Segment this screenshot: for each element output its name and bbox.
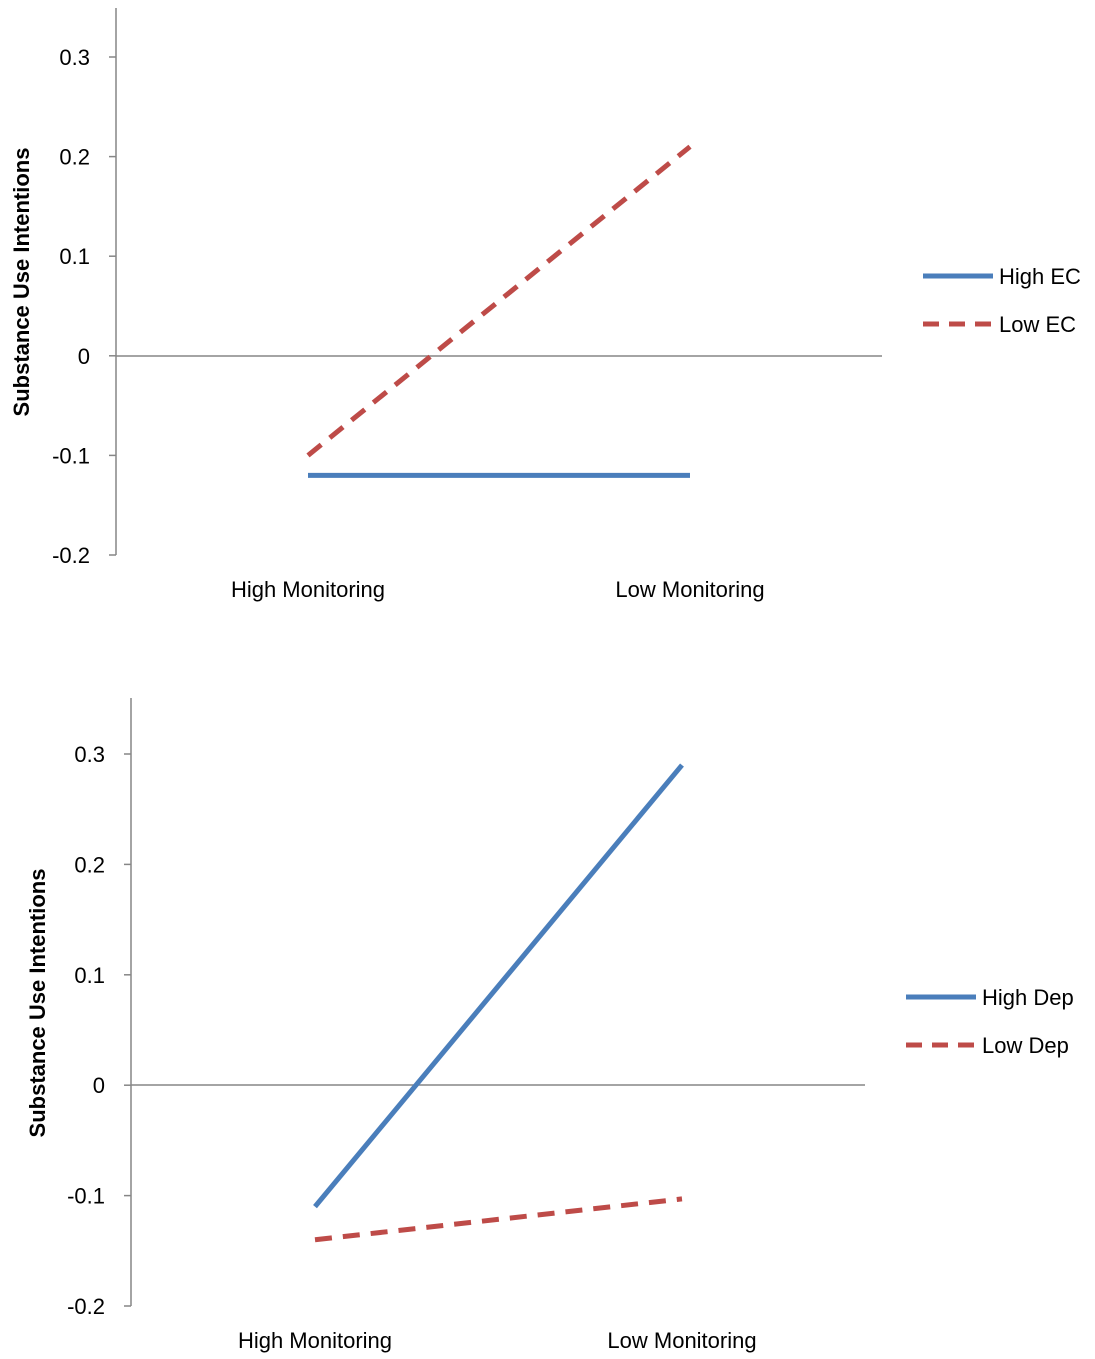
chart-1-legend-label-low-ec: Low EC <box>999 312 1076 337</box>
chart-1-y-tick-label: 0.1 <box>59 244 90 269</box>
chart-2-y-tick-label: 0.2 <box>74 852 105 877</box>
chart-2-series-line-high-dep <box>313 763 684 1209</box>
chart-2-legend-label-low-dep: Low Dep <box>982 1033 1069 1058</box>
chart-2-x-tick-label-low-monitoring: Low Monitoring <box>607 1328 756 1353</box>
chart-1-y-tick-label: 0 <box>78 344 90 369</box>
chart-2: 0.3 0.2 0.1 0 -0.1 -0.2 Substance Use Intenti… <box>25 698 1074 1353</box>
chart-2-x-tick-label-high-monitoring: High Monitoring <box>238 1328 392 1353</box>
chart-2-legend-label-high-dep: High Dep <box>982 985 1074 1010</box>
chart-1-y-axis-label: Substance Use Intentions <box>9 148 34 417</box>
chart-2-y-tick-label: 0.1 <box>74 963 105 988</box>
chart-2-y-axis-label: Substance Use Intentions <box>25 869 50 1138</box>
chart-1-x-tick-label-low-monitoring: Low Monitoring <box>615 577 764 602</box>
chart-2-y-tick-label: 0.3 <box>74 742 105 767</box>
chart-1-y-tick-label: -0.2 <box>52 543 90 568</box>
chart-2-y-tick-label: -0.2 <box>67 1294 105 1319</box>
chart-1-y-tick-label: 0.3 <box>59 45 90 70</box>
chart-1-y-tick-label: -0.1 <box>52 443 90 468</box>
chart-1-legend-label-high-ec: High EC <box>999 264 1081 289</box>
chart-2-series-line-low-dep <box>314 1196 683 1243</box>
chart-1-x-tick-label-high-monitoring: High Monitoring <box>231 577 385 602</box>
chart-2-y-tick-label: 0 <box>93 1073 105 1098</box>
chart-2-y-tick-label: -0.1 <box>67 1184 105 1209</box>
chart-1-series-line-low-ec <box>306 144 692 458</box>
chart-1-y-tick-label: 0.2 <box>59 145 90 170</box>
chart-1: 0.3 0.2 0.1 0 -0.1 -0.2 Substance Use Intenti… <box>9 8 1081 602</box>
